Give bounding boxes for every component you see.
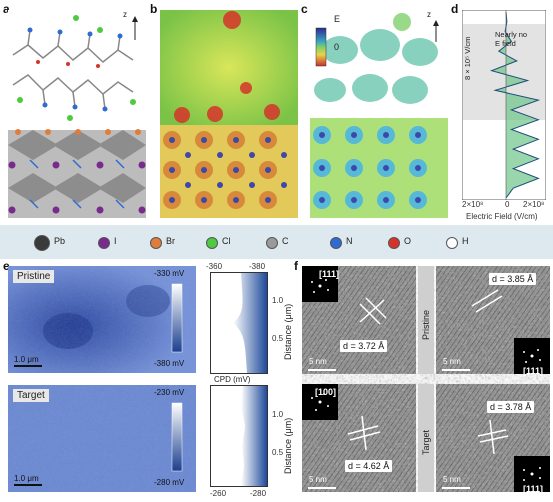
panel-b-potential-map (160, 10, 298, 218)
legend-label-br: Br (166, 236, 175, 246)
z-axis-label-c: z (427, 10, 431, 19)
scalebar-target-label: 1.0 μm (14, 474, 39, 483)
panel-label-b: b (150, 2, 158, 16)
distance-label-bottom: Distance (μm) (283, 417, 293, 474)
legend-label-pb: Pb (54, 236, 66, 246)
cpd-axis-label: CPD (mV) (214, 375, 251, 384)
tem-target-label: Target (421, 429, 431, 455)
cpd-tick-280: -280 (250, 489, 267, 498)
panel-c-field-map (310, 10, 448, 218)
dspacing-4: d = 3.78 Å (487, 401, 535, 413)
label-target: Target (13, 389, 49, 402)
panel-label-e: e (3, 259, 10, 273)
hrtem-grid (302, 266, 550, 492)
d-xtick-right: 2×10⁸ (523, 200, 545, 209)
legend-dot-c (266, 237, 278, 249)
legend-label-h: H (462, 236, 469, 246)
scalebar-target (14, 484, 42, 486)
field-profile-line (490, 11, 541, 199)
d-xtick-left: 2×10⁸ (462, 200, 484, 209)
cpd-tick-260: -260 (210, 489, 227, 498)
field-annotation: Nearly no E field (495, 30, 528, 48)
dist-tick-05-top: 0.5 (272, 334, 284, 343)
legend-dot-i (98, 237, 110, 249)
dspacing-2: d = 3.85 Å (489, 273, 537, 285)
legend-dot-n (330, 237, 342, 249)
fft-index-1: [111] (319, 269, 340, 279)
tem-scale-2: 5 nm (443, 357, 461, 366)
legend-items: Pb I Br Cl C N O H (0, 225, 553, 259)
legend-label-n: N (346, 236, 353, 246)
colorbar-label-zero: 0 (334, 42, 340, 52)
panel-label-a: a (3, 2, 10, 16)
cpd-tick-360: -360 (206, 262, 223, 271)
panel-label-c: c (301, 2, 308, 16)
legend-dot-br (150, 237, 162, 249)
legend-dot-cl (206, 237, 218, 249)
label-pristine: Pristine (13, 270, 55, 283)
d-xtick-zero: 0 (505, 200, 510, 209)
structure-a-image (8, 10, 146, 218)
cpd-profile-pristine (210, 272, 268, 374)
fft-index-2: [111] (523, 366, 544, 376)
dist-tick-05-bottom: 0.5 (272, 448, 284, 457)
field-scale-label: 8 × 10⁵ V/cm (463, 36, 472, 80)
field-profile-area (491, 12, 539, 198)
panel-d-field-profile (461, 9, 547, 220)
distance-label-top: Distance (μm) (283, 303, 293, 360)
d-xlabel: Electric Field (V/cm) (466, 212, 538, 221)
legend-dot-pb (34, 235, 50, 251)
legend-label-c: C (282, 236, 289, 246)
fft-index-4: [111] (523, 484, 544, 494)
field-profile-chart (461, 9, 547, 201)
tem-scale-3: 5 nm (309, 475, 327, 484)
legend-dot-o (388, 237, 400, 249)
dspacing-1: d = 3.72 Å (340, 340, 388, 352)
legend-dot-h (446, 237, 458, 249)
colorbar-label-E: E (334, 14, 341, 24)
target-top-mv: -230 mV (154, 388, 185, 397)
dist-tick-1-top: 1.0 (272, 296, 284, 305)
tem-scale-1: 5 nm (309, 357, 327, 366)
legend-label-o: O (404, 236, 412, 246)
tem-pristine-label: Pristine (421, 309, 431, 340)
cpd-profile-target (210, 385, 268, 487)
legend-label-i: I (114, 236, 117, 246)
z-axis-label-a: z (123, 10, 127, 19)
panel-a-structure (8, 10, 146, 218)
kpfm-target-map (8, 385, 196, 492)
target-bottom-mv: -280 mV (154, 478, 185, 487)
scalebar-pristine (14, 365, 42, 367)
scalebar-pristine-label: 1.0 μm (14, 355, 39, 364)
legend-label-cl: Cl (222, 236, 231, 246)
pristine-top-mv: -330 mV (154, 269, 185, 278)
tem-scale-4: 5 nm (443, 475, 461, 484)
kpfm-pristine-map (8, 266, 196, 373)
fft-index-3: [100] (315, 387, 337, 397)
dspacing-3: d = 4.62 Å (345, 460, 393, 472)
cpd-tick-380: -380 (249, 262, 266, 271)
panel-label-f: f (294, 259, 298, 273)
dist-tick-1-bottom: 1.0 (272, 410, 284, 419)
panel-label-d: d (451, 2, 459, 16)
pristine-bottom-mv: -380 mV (154, 359, 185, 368)
